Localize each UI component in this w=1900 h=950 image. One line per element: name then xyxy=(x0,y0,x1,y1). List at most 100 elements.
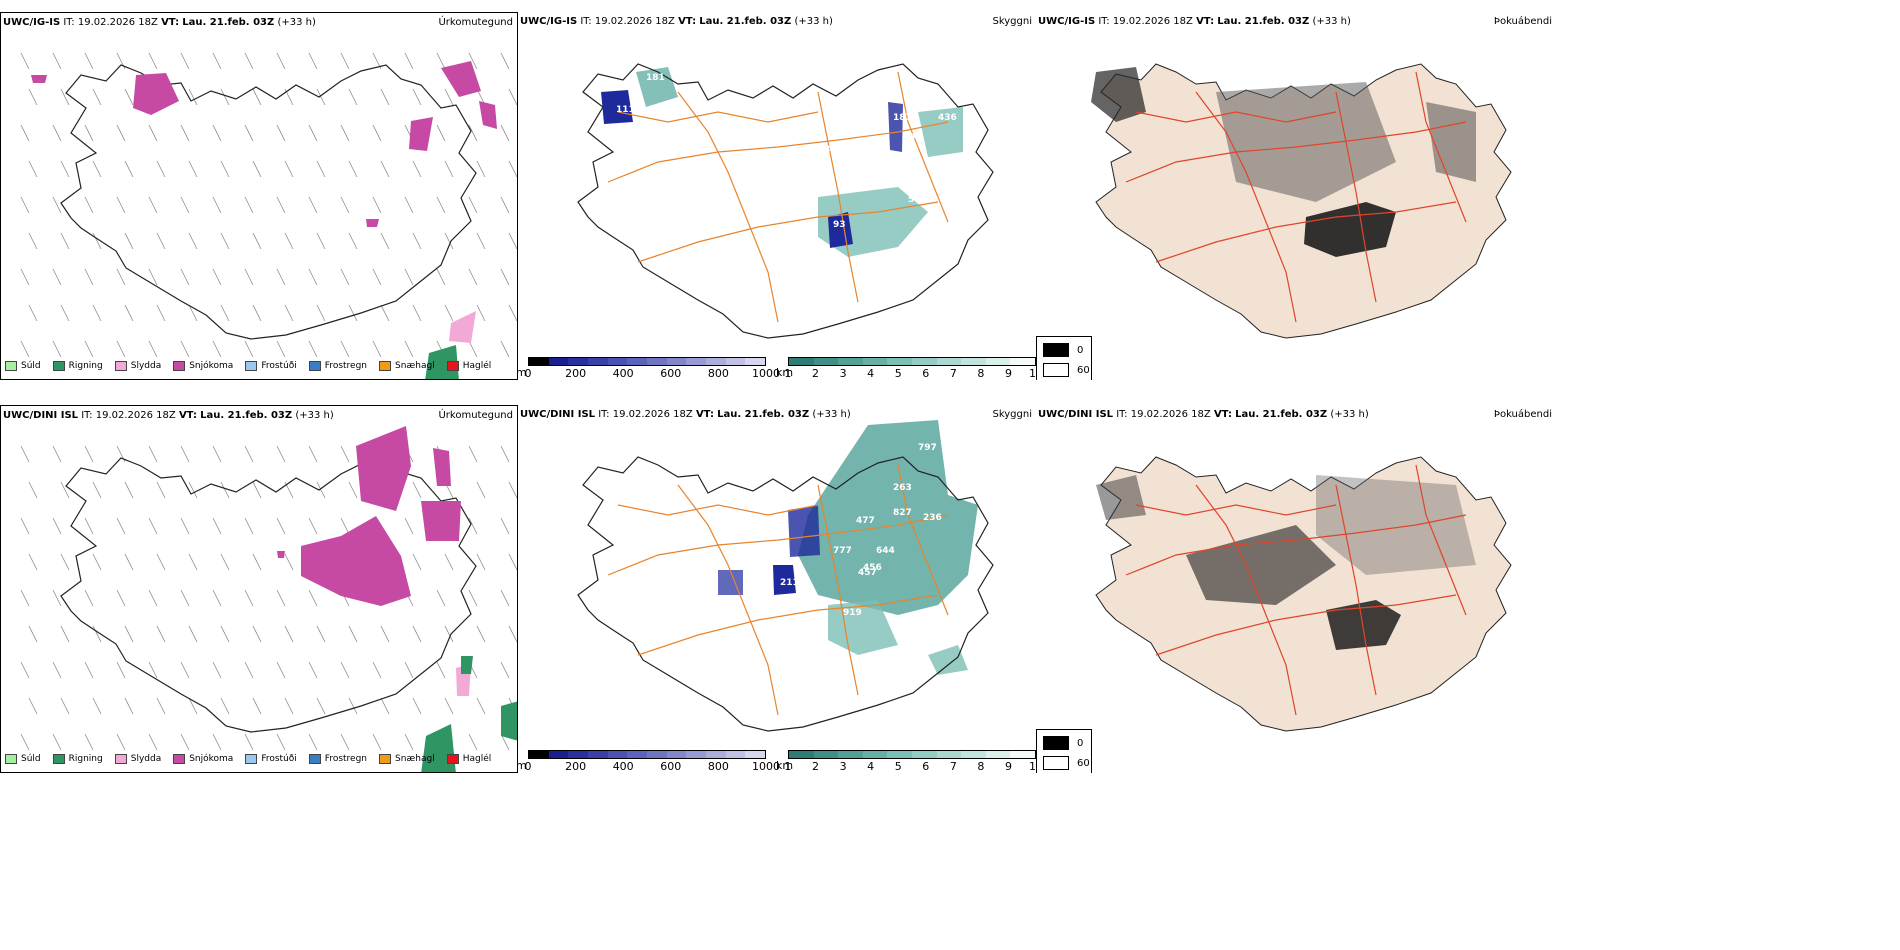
legend-label: Snjókoma xyxy=(189,754,234,764)
wind-barb xyxy=(348,697,358,715)
wind-barb xyxy=(212,445,222,463)
colorbar-cell xyxy=(745,751,766,758)
road-network xyxy=(607,464,949,716)
wind-barb xyxy=(116,517,126,535)
wind-barb xyxy=(500,517,510,535)
wind-barb xyxy=(220,160,230,178)
colorbar-cell xyxy=(936,751,962,758)
colorbar-tick: 3 xyxy=(839,367,847,380)
wind-barb xyxy=(212,661,222,679)
road xyxy=(1125,121,1467,183)
iceland-outline xyxy=(577,63,994,339)
wind-barb xyxy=(180,196,190,214)
wind-barb xyxy=(28,88,38,106)
wind-barb xyxy=(180,340,190,358)
wind-barb xyxy=(244,661,254,679)
visibility-colorbar: 1 2 3 4 5 6 7 8 9 10 km xyxy=(776,357,1037,380)
colorbar-tick: 1 xyxy=(784,760,792,773)
legend-label: Slydda xyxy=(130,754,162,764)
colorbar-cell xyxy=(862,751,888,758)
wind-barb xyxy=(372,196,382,214)
cloud-legend-item: 0 xyxy=(1043,343,1091,357)
wind-barb xyxy=(444,160,454,178)
wind-barb xyxy=(188,481,198,499)
wind-barb xyxy=(508,88,517,106)
wind-barb xyxy=(468,589,478,607)
ceiling-label: 436 xyxy=(938,113,957,123)
wind-barb xyxy=(436,589,446,607)
road xyxy=(897,71,949,223)
wind-barb xyxy=(508,160,517,178)
wind-barb xyxy=(52,445,62,463)
colorbar-cell xyxy=(862,358,888,365)
legend-label: Haglél xyxy=(462,361,492,371)
colorbar-tick: 800 xyxy=(707,367,729,380)
wind-barb xyxy=(20,196,30,214)
wind-barb xyxy=(124,697,134,715)
wind-barb xyxy=(220,625,230,643)
colorbar-cell xyxy=(666,751,687,758)
wind-barb xyxy=(284,304,294,322)
legend-label: Súld xyxy=(21,754,41,764)
colorbar-tick: 2 xyxy=(812,760,820,773)
wind-barb xyxy=(468,733,478,751)
sleet-area xyxy=(449,311,476,343)
colorbar-tick: 1000 xyxy=(752,760,780,773)
wind-barb xyxy=(444,625,454,643)
wind-barb xyxy=(244,196,254,214)
wind-barb xyxy=(380,232,390,250)
wind-barb xyxy=(380,697,390,715)
colorbar-tick: 3 xyxy=(839,760,847,773)
wind-barb xyxy=(84,517,94,535)
snow-swatch xyxy=(173,754,186,764)
iceland-land xyxy=(1095,63,1512,339)
colorbar-cell xyxy=(985,358,1011,365)
wind-barb xyxy=(244,340,254,358)
wind-barb xyxy=(124,88,134,106)
wind-barb xyxy=(220,232,230,250)
road-network xyxy=(1125,71,1467,323)
colorbar-tick: 600 xyxy=(660,367,682,380)
wind-barb xyxy=(92,304,102,322)
wind-barb xyxy=(500,196,510,214)
colorbar-tick: 1000 xyxy=(752,367,780,380)
visibility-colorbar: 1 2 3 4 5 6 7 8 9 10 km xyxy=(776,750,1036,773)
colorbar-cell xyxy=(627,751,648,758)
wind-barb xyxy=(476,553,486,571)
wind-barb xyxy=(52,661,62,679)
ceiling-label: 111 xyxy=(616,105,635,115)
wind-barb xyxy=(276,661,286,679)
wind-barb xyxy=(468,268,478,286)
fog-dark-area xyxy=(1304,202,1396,257)
wind-barb xyxy=(252,553,262,571)
wind-barb xyxy=(340,268,350,286)
legend-item: Slydda xyxy=(114,754,162,764)
wind-barb xyxy=(500,52,510,70)
visibility-colorbar-ticks: 1 2 3 4 5 6 7 8 9 10 xyxy=(785,366,1037,380)
colorbar-cell xyxy=(529,358,549,365)
wind-barb xyxy=(500,661,510,679)
legend-item: Snjókoma xyxy=(173,754,233,764)
visibility-area xyxy=(928,645,968,675)
wind-barb xyxy=(500,445,510,463)
wind-barb xyxy=(412,88,422,106)
wind-barb xyxy=(92,160,102,178)
legend-item: Slydda xyxy=(114,361,161,371)
wind-barb xyxy=(500,340,510,358)
road xyxy=(1195,484,1297,716)
wind-barb xyxy=(180,517,190,535)
ceiling-label: 827 xyxy=(893,508,912,518)
wind-barb xyxy=(20,340,30,358)
legend-item: Frostregn xyxy=(308,361,367,371)
colorbar-tick: 5 xyxy=(894,760,902,773)
wind-barb xyxy=(156,553,166,571)
wind-barb xyxy=(476,232,486,250)
wind-barb xyxy=(444,553,454,571)
wind-barb xyxy=(476,697,486,715)
road xyxy=(897,464,949,616)
colorbar-cell xyxy=(588,751,608,758)
colorbar-cell xyxy=(936,358,962,365)
road xyxy=(1135,504,1337,516)
colorbar-tick: 8 xyxy=(977,367,985,380)
